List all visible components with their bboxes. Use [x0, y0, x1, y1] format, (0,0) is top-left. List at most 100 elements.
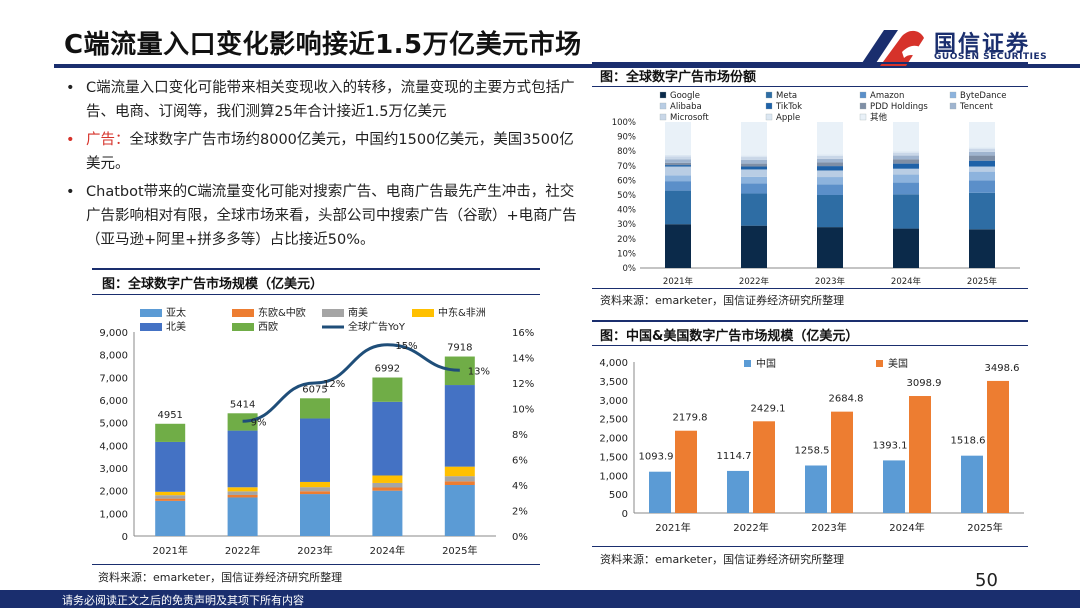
legend-swatch: [765, 113, 773, 121]
bar-segment: [817, 158, 843, 163]
bar-segment: [893, 159, 919, 164]
bar-value-label: 2684.8: [829, 394, 864, 405]
bar-segment: [817, 184, 843, 195]
legend-label: Apple: [776, 113, 800, 123]
y-tick-label: 9,000: [99, 328, 128, 339]
x-tick-label: 2021年: [663, 276, 694, 287]
y-tick-label: 70%: [617, 162, 636, 172]
bar-segment: [893, 182, 919, 195]
panel-divider: [592, 288, 1028, 289]
bar-value-label: 1114.7: [717, 451, 752, 462]
bar-value-label: 1518.6: [951, 436, 986, 447]
bar-segment: [665, 156, 691, 160]
x-tick-label: 2021年: [655, 521, 690, 534]
bar-segment: [665, 175, 691, 182]
bar-segment: [969, 160, 995, 167]
bar-segment: [444, 476, 475, 482]
legend-swatch: [140, 309, 162, 317]
bar-segment: [227, 487, 258, 492]
bar-segment: [444, 385, 475, 467]
bar: [753, 421, 775, 513]
bar-segment: [969, 147, 995, 150]
bar-segment: [969, 192, 995, 230]
x-tick-label: 2025年: [967, 276, 998, 287]
y2-tick-label: 2%: [512, 507, 528, 518]
legend-label: 南美: [348, 306, 368, 319]
bar: [649, 471, 671, 513]
x-tick-label: 2022年: [733, 521, 768, 534]
legend-label: 亚太: [166, 306, 186, 319]
y-tick-label: 30%: [617, 220, 636, 230]
legend-label: ByteDance: [960, 91, 1006, 101]
y-tick-label: 3,000: [99, 464, 128, 475]
bar-segment: [444, 466, 475, 477]
legend-swatch: [744, 360, 751, 367]
bar-total-label: 4951: [157, 410, 182, 421]
legend-label: 东欧&中欧: [258, 306, 306, 319]
bar-segment: [969, 151, 995, 156]
yoy-label: 9%: [251, 417, 267, 428]
bar: [675, 430, 697, 513]
x-tick-label: 2023年: [815, 276, 846, 287]
bullet-item: • Chatbot带来的C端流量变化可能对搜索广告、电商广告最先产生冲击，社交广…: [64, 180, 584, 252]
bar-segment: [817, 195, 843, 228]
legend-label: 其他: [870, 112, 888, 123]
bar-value-label: 3498.6: [985, 363, 1020, 374]
bar-segment: [372, 475, 403, 483]
panel-divider: [592, 320, 1028, 322]
y2-tick-label: 10%: [512, 405, 534, 416]
legend-swatch: [232, 309, 254, 317]
bar: [805, 465, 827, 513]
x-tick-label: 2022年: [739, 276, 770, 287]
legend-label: TikTok: [775, 102, 802, 112]
x-tick-label: 2024年: [370, 544, 405, 557]
panel-title-cn-us: 图：中国&美国数字广告市场规模（亿美元）: [600, 329, 859, 344]
y-tick-label: 20%: [617, 235, 636, 245]
y2-tick-label: 16%: [512, 328, 534, 339]
legend-swatch: [876, 360, 883, 367]
legend-label: Microsoft: [670, 113, 709, 123]
bullet-highlight: 广告：: [86, 132, 130, 148]
panel-divider: [592, 345, 1028, 346]
yoy-label: 13%: [468, 366, 490, 377]
bar-value-label: 1258.5: [795, 445, 830, 456]
bar-segment: [893, 122, 919, 152]
bar-segment: [372, 377, 403, 402]
legend-swatch: [859, 91, 867, 99]
bar-segment: [300, 398, 330, 419]
cn-us-ad-size-chart: 中国 美国 0 500 1,000 1,500 2,000 2,500 3,000 3,500 4,…: [599, 357, 1024, 534]
bar: [909, 396, 931, 513]
bar-segment: [300, 481, 330, 488]
bar-segment: [893, 174, 919, 183]
bar-value-label: 2429.1: [751, 403, 786, 414]
y-tick-label: 40%: [617, 206, 636, 216]
panel-divider: [592, 546, 1028, 547]
y2-tick-label: 14%: [512, 354, 534, 365]
bar-segment: [227, 494, 258, 498]
source-note: 资料来源：emarketer，国信证券经济研究所整理: [600, 294, 845, 307]
legend-swatch: [140, 323, 162, 331]
bar-segment: [969, 180, 995, 193]
y2-tick-label: 8%: [512, 430, 528, 441]
bar-segment: [227, 497, 258, 536]
legend-label: PDD Holdings: [870, 102, 928, 112]
bar-segment: [817, 177, 843, 185]
title-divider: [54, 64, 1080, 68]
y-tick-label: 2,000: [99, 487, 128, 498]
bar-segment: [155, 500, 186, 536]
bar-segment: [741, 169, 767, 177]
y-tick-label: 10%: [617, 249, 636, 259]
bullet-text: Chatbot带来的C端流量变化可能对搜索广告、电商广告最先产生冲击，社交广告影…: [86, 184, 577, 248]
y-tick-label: 3,500: [599, 377, 628, 388]
bullet-marker: •: [66, 132, 75, 148]
bar: [987, 380, 1009, 513]
bar-segment: [741, 176, 767, 184]
y-tick-label: 2,000: [599, 434, 628, 445]
x-tick-label: 2024年: [889, 521, 924, 534]
panel-divider: [92, 294, 540, 295]
legend-label: Meta: [776, 91, 797, 101]
legend-swatch: [322, 309, 344, 317]
bullet-item: • C端流量入口变化可能带来相关变现收入的转移，流量变现的主要方式包括广告、电商…: [64, 76, 584, 124]
y2-tick-label: 6%: [512, 456, 528, 467]
y-tick-label: 8,000: [99, 351, 128, 362]
